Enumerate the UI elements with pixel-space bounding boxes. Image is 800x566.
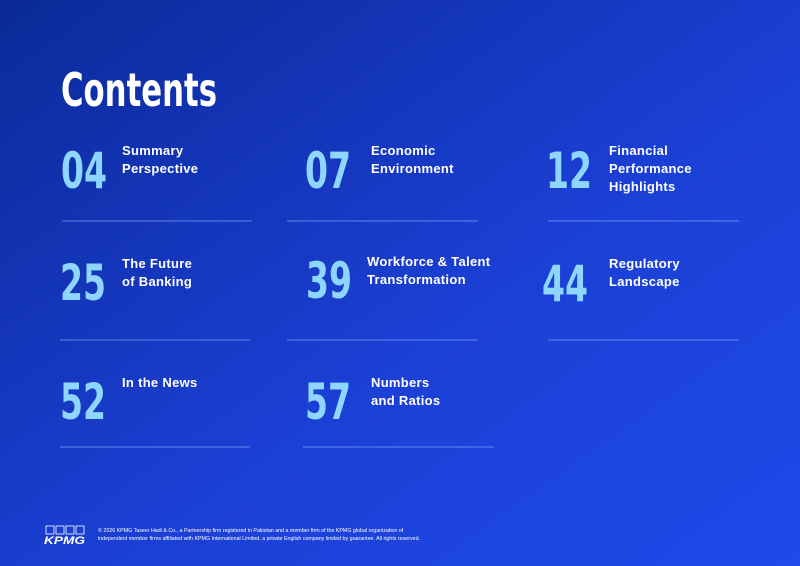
section-number: 12: [546, 142, 592, 200]
section-label: The Future: [122, 256, 192, 271]
section-label: of Banking: [122, 274, 192, 289]
section-label: Financial: [609, 143, 668, 158]
footer-text: © 2026 KPMG Taseer Hadi & Co., a Partner…: [98, 527, 404, 534]
section-number: 52: [60, 373, 106, 431]
footer-text: independent member firms affiliated with…: [98, 536, 420, 542]
section-label: Landscape: [609, 274, 680, 289]
section-label: Numbers: [371, 375, 429, 390]
section-number: 25: [60, 254, 106, 312]
kpmg-logo: KPMG: [44, 525, 86, 547]
section-label: Transformation: [367, 272, 466, 287]
section-label: Perspective: [122, 161, 198, 176]
section-number: 04: [61, 142, 107, 200]
section-number: 07: [305, 142, 351, 200]
section-label: and Ratios: [371, 393, 440, 408]
section-label: Summary: [122, 143, 184, 158]
section-label: Environment: [371, 161, 454, 176]
section-label: Workforce & Talent: [367, 254, 491, 269]
section-label: Regulatory: [609, 256, 680, 271]
logo-text: KPMG: [44, 535, 86, 547]
page-title: Contents: [61, 63, 217, 117]
section-number: 39: [306, 252, 352, 310]
section-number: 57: [305, 373, 351, 431]
section-label: Performance: [609, 161, 692, 176]
section-number: 44: [542, 255, 588, 313]
section-label: Highlights: [609, 179, 676, 194]
section-label: In the News: [122, 375, 198, 390]
section-label: Economic: [371, 143, 436, 158]
